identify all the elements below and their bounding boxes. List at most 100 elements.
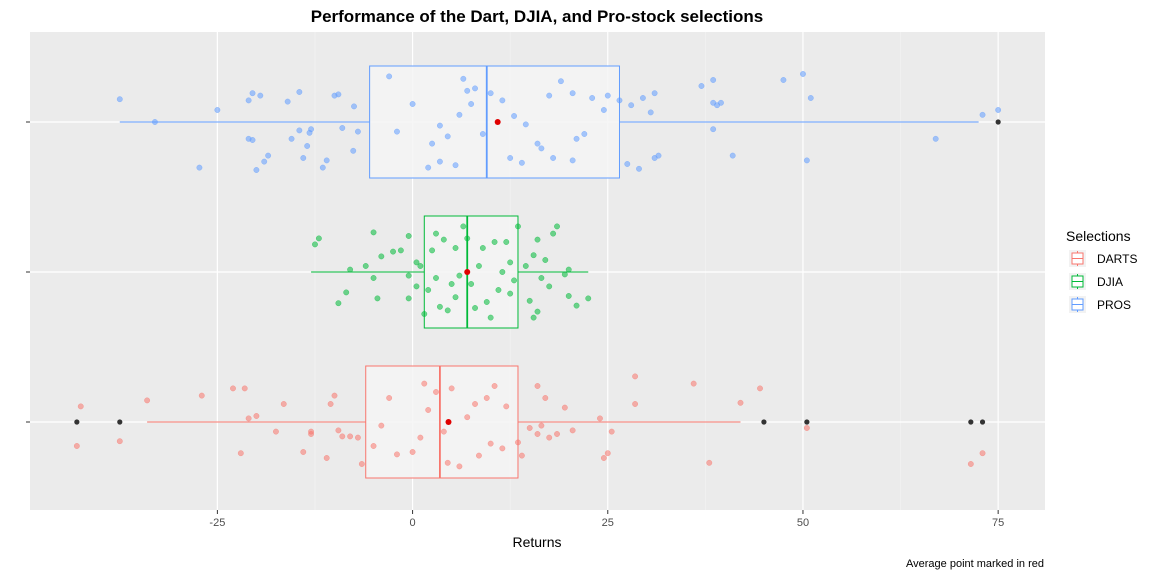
data-point [464,87,471,94]
data-point [339,433,346,440]
data-point [565,293,572,299]
data-point [542,257,549,263]
data-point [315,235,322,242]
data-point [608,428,615,435]
data-point [565,266,572,273]
data-point [573,135,580,142]
data-point [530,314,537,321]
data-point [624,161,631,167]
data-point [405,295,412,302]
legend-label: DARTS [1097,252,1137,266]
data-point [475,452,482,459]
outlier-point [979,419,986,425]
data-point [444,307,451,314]
data-point [433,275,439,281]
data-point [538,145,545,152]
data-point [409,101,416,107]
data-point [803,157,810,164]
data-point [483,299,490,305]
data-point [729,152,736,159]
data-point [995,107,1002,113]
data-point [639,95,646,101]
data-point [554,431,560,437]
data-point [495,287,502,293]
data-point [261,158,268,165]
data-point [499,445,506,452]
data-point [511,113,518,119]
chart-title: Performance of the Dart, DJIA, and Pro-s… [311,7,764,26]
data-point [557,78,564,85]
data-point [386,395,393,401]
data-point [600,107,607,113]
data-point [515,439,521,446]
data-point [647,109,654,116]
data-point [350,147,357,154]
data-point [573,302,580,309]
data-point [597,415,603,422]
data-point [440,428,447,435]
legend-item-djia: DJIA [1069,273,1123,290]
data-point [710,126,717,133]
data-point [499,97,506,104]
data-point [405,233,412,239]
data-point [448,385,455,392]
data-point [394,451,400,458]
data-point [300,155,307,161]
data-point [245,97,252,104]
data-point [73,443,80,449]
x-tick-label: 50 [797,517,809,529]
data-point [698,83,705,89]
x-tick-label: 0 [410,517,416,529]
data-point [390,248,397,255]
data-point [967,461,974,467]
data-point [214,107,221,113]
data-point [468,281,475,287]
series-djia [311,215,592,329]
data-point [979,111,986,118]
data-point [518,452,525,459]
data-point [249,90,256,97]
data-point [444,133,451,140]
data-point [308,428,315,435]
data-point [589,95,596,101]
data-point [421,311,428,317]
data-point [354,434,361,441]
data-point [600,455,607,461]
outlier-point [761,419,767,425]
data-point [507,290,514,297]
data-point [632,373,639,380]
box [365,365,519,479]
data-point [417,434,424,441]
x-tick-label: 25 [602,517,614,529]
mean-point [445,419,452,425]
data-point [452,294,459,301]
data-point [706,459,713,466]
data-point [257,92,264,99]
axes: -25 0 25 50 75 [26,121,1004,529]
data-point [306,129,313,136]
data-point [534,308,541,315]
data-point [196,164,203,171]
data-point [413,259,420,266]
data-point [237,450,244,457]
x-tick-label: -25 [209,517,225,529]
outlier-point [74,419,80,425]
data-point [581,131,588,137]
data-point [413,283,420,290]
data-point [362,263,369,269]
data-point [534,383,541,389]
chart-caption: Average point marked in red [906,558,1044,570]
data-point [616,97,623,104]
data-point [456,111,463,118]
data-point [530,252,537,259]
data-point [636,165,642,172]
data-point [272,428,279,435]
data-point [518,159,525,166]
data-point [979,450,986,457]
data-point [425,164,432,171]
data-point [151,119,158,125]
data-point [198,392,205,399]
data-point [526,297,533,304]
data-point [472,85,478,92]
data-point [491,239,498,245]
